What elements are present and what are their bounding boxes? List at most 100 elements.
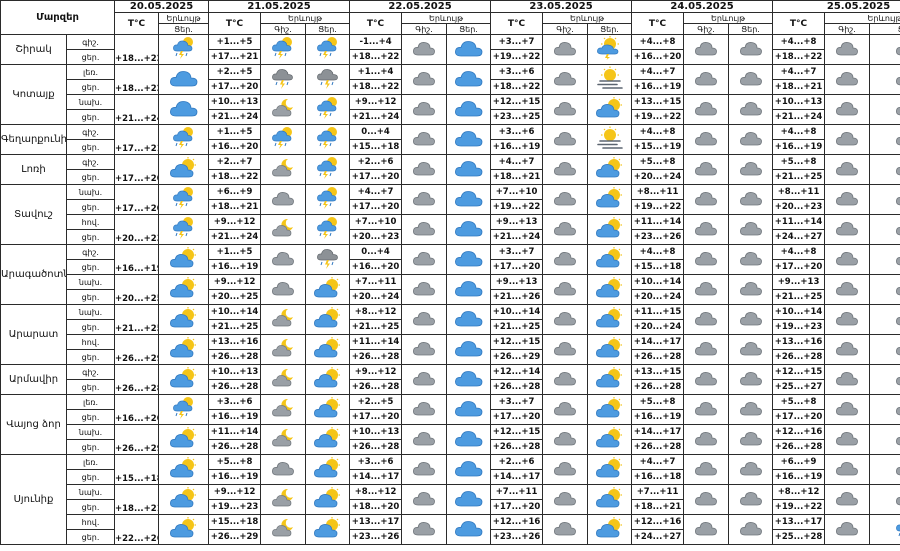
cloud-icon [739,129,763,151]
cloud-blue-icon [454,158,484,182]
night-header: Գիշ. [542,23,589,35]
temperature-cell: +21...+24 [349,109,403,125]
weather-cell [158,454,210,485]
day-header: Ցեր. [869,23,900,35]
temperature-cell: +21...+25 [349,319,403,335]
cloud-icon [739,489,763,511]
partly-icon [595,216,625,243]
date-header: 21.05.2025 [208,0,351,13]
weather-cell [824,514,871,545]
table-row: Լոռի գիշ. +17...+20 +2...+7 +2...+6 +4...+7 +5… [0,154,900,185]
table-row: ցեր. +21...+24 +21...+24 +23...+25 +19...+22… [1,109,900,125]
weather-cell [824,154,871,185]
sub-label: նախ. [65,304,116,320]
weather-cell [401,394,448,425]
temperature-cell: +9...+12 [208,484,262,500]
temperature-cell: +18...+22 [114,64,160,95]
region-name: Լոռի [0,154,67,185]
pc-storm-icon [172,186,196,214]
cloud-blue-icon [454,68,484,92]
sub-label: ցեր. [65,229,116,245]
cloud-icon [694,399,718,421]
weather-header: Երևույթ [824,12,900,24]
table-row: Սյունիք լեռ. +15...+18 +5...+8 +3...+6 +2...+… [0,454,900,545]
weather-cell [305,34,351,65]
temperature-cell: +26...+28 [772,349,826,365]
temperature-cell: +15...+19 [631,139,685,155]
cloud-storm-icon [316,66,340,94]
temperature-cell: +23...+26 [631,229,685,245]
temperature-cell: +20...+23 [349,229,403,245]
weather-cell [158,334,210,365]
weather-cell [446,394,492,425]
weather-cell [401,94,448,125]
temperature-cell: +4...+8 [631,124,685,140]
cloud-icon [553,339,577,361]
moon-cloud-icon [271,338,295,362]
weather-cell [542,154,589,185]
weather-cell [683,34,730,65]
weather-cell [305,334,351,365]
weather-cell [305,454,351,485]
temperature-cell: +16...+19 [490,139,544,155]
partly-icon [595,186,625,213]
region-name: Գեղարքունիք [0,124,67,155]
temperature-cell: +3...+7 [490,244,544,260]
temperature-cell: +19...+22 [490,49,544,65]
weather-cell [158,424,210,455]
weather-cell [542,244,589,275]
cloud-icon [739,219,763,241]
temperature-cell: +1...+5 [208,34,262,50]
temperature-cell: +26...+28 [208,379,262,395]
temperature-cell: +20...+23 [114,214,160,245]
weather-cell [824,124,871,155]
weather-cell [728,364,774,395]
pc-storm-icon [316,216,340,244]
temperature-cell: +9...+12 [349,94,403,110]
cloud-icon [412,399,436,421]
cloud-icon [553,279,577,301]
weather-cell [869,184,900,215]
weather-cell [728,214,774,245]
table-row: ցեր. +21...+25 +21...+25 +21...+25 +20...+24… [1,319,900,335]
temperature-cell: +8...+12 [349,304,403,320]
weather-cell [158,124,210,155]
sub-label: նախ. [65,424,116,440]
weather-cell [728,154,774,185]
weather-cell [305,364,351,395]
sub-label: գիշ. [65,364,116,380]
temperature-cell: +1...+5 [208,124,262,140]
cloud-icon [835,99,859,121]
temperature-cell: +16...+19 [114,244,160,275]
cloud-icon [412,189,436,211]
cloud-icon [895,69,900,91]
weather-cell [446,514,492,545]
temperature-cell: -1...+4 [349,34,403,50]
region-name: Արմավիր [0,364,67,395]
sub-label: լեռ. [65,454,116,470]
cloud-blue-icon [454,338,484,362]
weather-cell [158,304,210,335]
weather-cell [260,124,307,155]
temperature-cell: +18...+21 [772,79,826,95]
table-row: նախ. +20...+25 +9...+12 +7...+11 +9...+13 +10… [1,274,900,305]
table-row: նախ. +18...+21 +9...+12 +8...+12 +7...+11 +7.… [1,484,900,515]
sub-label: լեռ. [65,394,116,410]
table-row: ցեր. +17...+20 +18...+22 +18...+22 +16...+19… [1,79,900,95]
day-header: Ցեր. [158,23,210,35]
cloud-icon [835,189,859,211]
cloud-icon [271,459,295,481]
cloud-icon [739,189,763,211]
cloud-blue-icon [454,248,484,272]
partly-icon [595,336,625,363]
temperature-cell: +26...+28 [631,439,685,455]
temperature-cell: +7...+11 [490,484,544,500]
temperature-cell: +12...+14 [490,364,544,380]
weather-cell [542,394,589,425]
cloud-blue-icon [454,488,484,512]
temperature-cell: +17...+20 [490,259,544,275]
temperature-cell: +2...+5 [349,394,403,410]
cloud-icon [553,249,577,271]
temperature-cell: +14...+17 [631,334,685,350]
temperature-cell: +21...+24 [208,109,262,125]
